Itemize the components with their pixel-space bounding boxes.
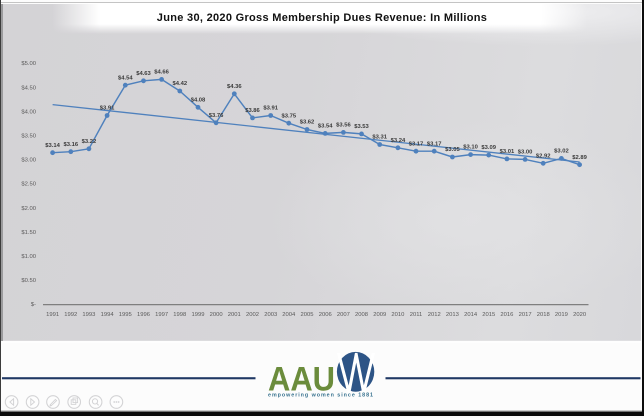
svg-text:$3.50: $3.50	[21, 134, 36, 140]
svg-text:$4.50: $4.50	[21, 85, 36, 91]
svg-text:2014: 2014	[464, 312, 478, 318]
svg-text:2000: 2000	[210, 312, 224, 318]
svg-text:$3.76: $3.76	[209, 113, 224, 119]
svg-text:1995: 1995	[119, 312, 132, 318]
svg-text:$3.56: $3.56	[336, 123, 351, 129]
svg-text:$3.14: $3.14	[45, 143, 60, 149]
svg-text:1999: 1999	[191, 312, 204, 318]
svg-text:1997: 1997	[155, 312, 168, 318]
svg-text:$4.42: $4.42	[172, 81, 187, 87]
svg-text:$4.54: $4.54	[118, 75, 133, 81]
svg-text:$3.53: $3.53	[354, 124, 369, 130]
svg-text:$3.01: $3.01	[500, 149, 515, 155]
svg-text:2015: 2015	[482, 312, 495, 318]
svg-text:$3.24: $3.24	[391, 138, 406, 144]
svg-text:$2.92: $2.92	[536, 153, 551, 159]
svg-text:$3.31: $3.31	[372, 135, 387, 141]
svg-text:2010: 2010	[391, 312, 405, 318]
svg-text:AAU: AAU	[268, 361, 335, 399]
svg-text:$1.00: $1.00	[21, 254, 36, 260]
svg-text:$3.00: $3.00	[518, 150, 533, 156]
svg-text:1993: 1993	[82, 312, 95, 318]
svg-text:$3.62: $3.62	[300, 120, 315, 126]
svg-text:2007: 2007	[337, 312, 350, 318]
svg-text:1998: 1998	[173, 312, 186, 318]
svg-text:1991: 1991	[46, 312, 59, 318]
svg-text:$3.91: $3.91	[100, 106, 115, 112]
svg-text:$3.22: $3.22	[82, 139, 97, 145]
svg-text:$3.05: $3.05	[445, 147, 460, 153]
svg-text:2017: 2017	[519, 312, 532, 318]
svg-text:$4.08: $4.08	[191, 97, 206, 103]
svg-text:2002: 2002	[246, 312, 259, 318]
svg-text:1992: 1992	[64, 312, 77, 318]
svg-text:$3.75: $3.75	[281, 113, 296, 119]
svg-text:2004: 2004	[282, 312, 296, 318]
svg-text:2019: 2019	[555, 312, 568, 318]
svg-text:$5.00: $5.00	[21, 61, 36, 67]
svg-text:empowering women since 1881: empowering women since 1881	[268, 393, 374, 399]
svg-text:$3.16: $3.16	[63, 142, 78, 148]
svg-text:2003: 2003	[264, 312, 277, 318]
svg-text:2018: 2018	[537, 312, 550, 318]
svg-text:$3.10: $3.10	[463, 145, 478, 151]
svg-text:$4.63: $4.63	[136, 71, 151, 77]
svg-text:$3.02: $3.02	[554, 149, 569, 155]
svg-text:$3.54: $3.54	[318, 124, 333, 130]
svg-text:2011: 2011	[410, 312, 423, 318]
svg-text:$4.36: $4.36	[227, 84, 242, 90]
svg-text:2009: 2009	[373, 312, 386, 318]
svg-text:2013: 2013	[446, 312, 459, 318]
svg-text:2006: 2006	[319, 312, 332, 318]
svg-text:2020: 2020	[573, 312, 587, 318]
svg-text:$3.17: $3.17	[409, 141, 424, 147]
svg-text:$3.91: $3.91	[263, 106, 278, 112]
svg-text:$1.50: $1.50	[21, 230, 36, 236]
svg-text:$3.86: $3.86	[245, 108, 260, 114]
svg-text:$-: $-	[31, 302, 36, 308]
svg-text:2016: 2016	[500, 312, 513, 318]
svg-text:$4.00: $4.00	[21, 109, 36, 115]
svg-text:2008: 2008	[355, 312, 368, 318]
svg-text:$3.00: $3.00	[21, 158, 36, 164]
svg-text:$2.50: $2.50	[21, 182, 36, 188]
svg-text:2012: 2012	[428, 312, 441, 318]
svg-text:$0.50: $0.50	[21, 278, 36, 284]
svg-text:1996: 1996	[137, 312, 150, 318]
svg-text:$2.89: $2.89	[572, 155, 587, 161]
svg-text:2001: 2001	[228, 312, 241, 318]
svg-text:$3.17: $3.17	[427, 141, 442, 147]
svg-text:$3.09: $3.09	[481, 145, 496, 151]
svg-text:$4.66: $4.66	[154, 70, 169, 76]
svg-text:$2.00: $2.00	[21, 206, 36, 212]
svg-text:1994: 1994	[101, 312, 115, 318]
svg-text:2005: 2005	[300, 312, 313, 318]
